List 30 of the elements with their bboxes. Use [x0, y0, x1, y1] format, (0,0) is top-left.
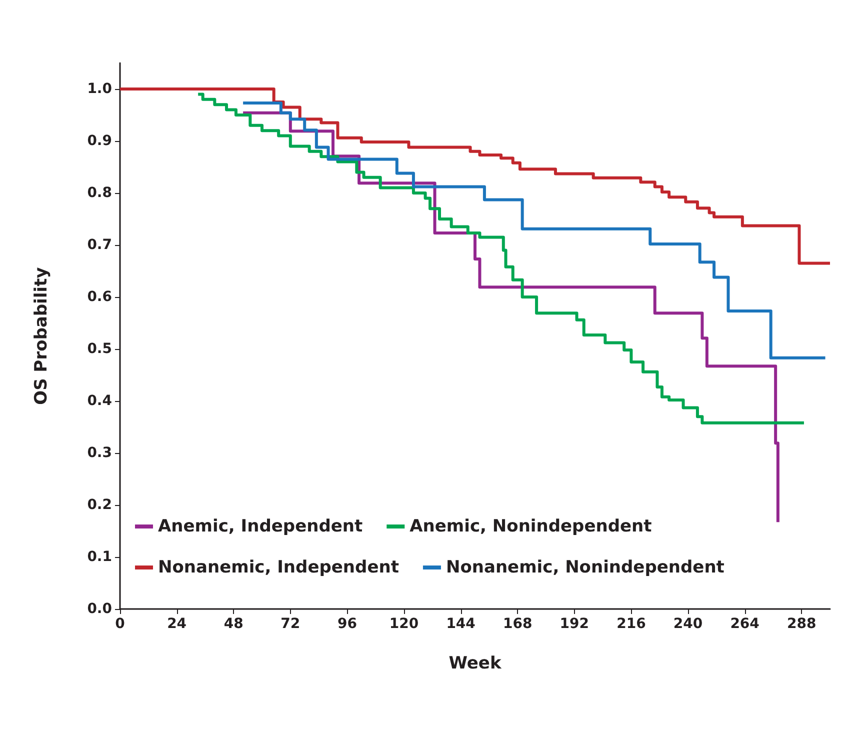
y-tick-label: 0.4 — [87, 393, 112, 409]
legend-label: Nonanemic, Independent — [158, 558, 399, 578]
y-tick-label: 0.6 — [87, 289, 112, 305]
x-tick-label: 168 — [502, 616, 532, 632]
y-tick-label: 0.0 — [87, 601, 112, 617]
x-tick-label: 288 — [786, 616, 816, 632]
x-tick-label: 24 — [167, 616, 187, 632]
legend-label: Anemic, Nonindependent — [410, 516, 652, 536]
legend-label: Anemic, Independent — [158, 516, 363, 536]
x-tick-label: 144 — [446, 616, 476, 632]
y-tick-label: 0.9 — [87, 133, 112, 149]
y-tick-label: 0.7 — [87, 237, 112, 253]
x-axis-title: Week — [448, 654, 502, 674]
y-tick-label: 1.0 — [87, 81, 112, 97]
x-tick-label: 0 — [115, 616, 126, 632]
x-tick-label: 192 — [560, 616, 590, 632]
y-tick-label: 0.1 — [87, 549, 112, 565]
x-tick-label: 96 — [337, 616, 357, 632]
x-tick-label: 264 — [730, 616, 760, 632]
y-axis-title: OS Probability — [32, 267, 52, 405]
y-tick-label: 0.3 — [87, 445, 112, 461]
x-tick-label: 120 — [389, 616, 419, 632]
y-tick-label: 0.8 — [87, 185, 112, 201]
x-tick-label: 72 — [280, 616, 300, 632]
y-tick-label: 0.2 — [87, 497, 112, 513]
legend-label: Nonanemic, Nonindependent — [446, 558, 724, 578]
y-tick-label: 0.5 — [87, 341, 112, 357]
x-tick-label: 216 — [616, 616, 646, 632]
x-tick-label: 240 — [673, 616, 703, 632]
x-tick-label: 48 — [224, 616, 244, 632]
